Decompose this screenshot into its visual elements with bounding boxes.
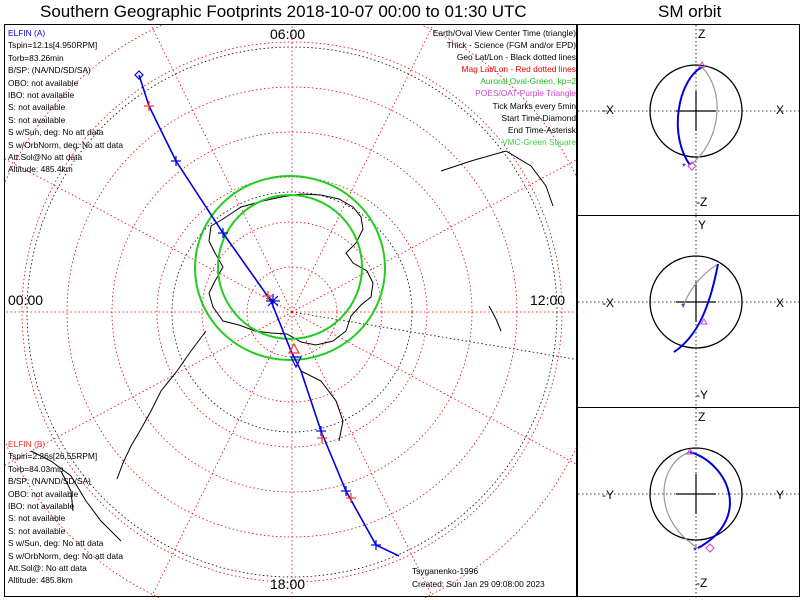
clock-label-bottom: 18:00 (270, 576, 306, 592)
elfin-a-line: S w/Sun, deg: No att data (8, 127, 104, 138)
elfin-b-line: Altitude: 485.8km (8, 575, 73, 586)
legend-item: Thick - Science (FGM and/or EPD) (446, 40, 576, 51)
elfin-b-line: Tspin=2.26s[26.55RPM] (8, 451, 98, 462)
legend-item: VMC-Green Square (501, 136, 576, 147)
elfin-b-track (144, 101, 356, 503)
elfin-a-line: B/SP: (NA/ND/SD/SA) (8, 65, 91, 76)
clock-label-left: 00:00 (8, 292, 44, 308)
elfin-b-line: B/SP: (NA/ND/SD/SA) (8, 476, 91, 487)
legend-item: Mag Lat/Lon - Red dotted lines (461, 64, 576, 75)
elfin-b-line: Att.Sol@: No att data (8, 562, 87, 573)
elfin-a-line: Tspin=12.1s[4.950RPM] (8, 40, 98, 51)
orbit3-left-label: -Y (602, 488, 614, 502)
elfin-b-line: S w/Sun, deg: No att data (8, 538, 104, 549)
orbit1-top-label: Z (698, 27, 706, 41)
elfin-a-track (134, 70, 400, 557)
south-america-coast (116, 330, 207, 480)
svg-text:*: * (693, 546, 697, 557)
orbit3-top-label: Z (698, 410, 706, 424)
orbit3-bottom-label: -Z (696, 576, 708, 590)
orbit-panel-xy: * Y -Y -X X (577, 215, 800, 409)
clock-label-top: 06:00 (270, 26, 306, 42)
legend: Earth/Oval View Center Time (triangle) T… (433, 27, 576, 148)
orbit3-right-label: Y (776, 488, 785, 502)
orbit2-top-label: Y (698, 218, 707, 232)
orbit-yz-svg: * (578, 408, 800, 598)
elfin-a-name: ELFIN (A) (8, 28, 46, 38)
legend-item: Auroral Oval-Green, kp=2 (480, 76, 576, 87)
elfin-a-line: S: not available (8, 114, 66, 125)
elfin-b-line: IBO: not available (8, 500, 75, 511)
australia-coast (440, 150, 554, 207)
elfin-a-line: Torb=83.26min (8, 52, 64, 63)
legend-item: Geo Lat/Lon - Black dotted lines (456, 52, 576, 63)
legend-item: Tick Marks every 5min (492, 100, 576, 111)
legend-item: End Time-Asterisk (508, 124, 576, 135)
elfin-a-line: Att.Sol@No att data (8, 151, 83, 162)
elfin-a-line: OBO: not available (8, 77, 79, 88)
orbit1-left-label: -X (602, 103, 614, 117)
orbit-xy-svg: * (578, 216, 800, 409)
elfin-b-line: S: not available (8, 513, 66, 524)
map-title: Southern Geographic Footprints 2018-10-0… (40, 2, 527, 21)
auroral-oval (194, 175, 386, 361)
orbit-panel-yz: * Z -Z -Y Y (577, 407, 800, 598)
africa-coast (300, 370, 344, 442)
footprint-map (4, 24, 578, 598)
legend-item: Earth/Oval View Center Time (triangle) (432, 28, 576, 38)
orbit2-left-label: -X (602, 296, 614, 310)
polar-map-svg (5, 25, 578, 598)
elfin-b-line: Torb=84.03min (8, 463, 64, 474)
orbit2-bottom-label: -Y (696, 388, 708, 402)
south-africa-coast (30, 450, 122, 542)
created-label: Created: Sun Jan 29 09:08:00 2023 (412, 579, 545, 589)
coastlines (30, 150, 554, 542)
elfin-a-line: IBO: not available (8, 89, 75, 100)
clock-label-right: 12:00 (530, 292, 566, 308)
elfin-b-info: ELFIN (B) Tspin=2.26s[26.55RPM] Torb=84.… (8, 438, 123, 587)
legend-item: POES/OAT-Purple Triangle (475, 88, 576, 99)
elfin-a-line: S: not available (8, 102, 66, 113)
madagascar-coast (60, 470, 74, 512)
elfin-b-line: S: not available (8, 525, 66, 536)
nz-coast (488, 305, 502, 332)
elfin-a-line: Altitude: 485.4km (8, 164, 73, 175)
svg-text:*: * (682, 162, 686, 173)
orbit1-right-label: X (776, 103, 785, 117)
elfin-b-line: OBO: not available (8, 488, 79, 499)
orbit2-right-label: X (776, 296, 785, 310)
orbit-xz-svg: * (578, 25, 800, 217)
antarctica-coast (208, 193, 374, 346)
orbit-title: SM orbit (658, 2, 722, 21)
orbit-panel-xz: * Z -Z -X X (577, 24, 800, 217)
elfin-b-name: ELFIN (B) (8, 439, 46, 449)
orbit1-bottom-label: -Z (696, 195, 708, 209)
elfin-b-line: S w/OrbNorm, deg: No att data (8, 550, 123, 561)
svg-text:*: * (681, 302, 685, 313)
mag-grid (5, 25, 578, 598)
legend-item: Start Time-Diamond (501, 112, 576, 123)
elfin-a-info: ELFIN (A) Tspin=12.1s[4.950RPM] Torb=83.… (8, 27, 123, 176)
model-label: Tsyganenko-1996 (412, 566, 479, 576)
elfin-a-line: S w/OrbNorm, deg: No att data (8, 139, 123, 150)
